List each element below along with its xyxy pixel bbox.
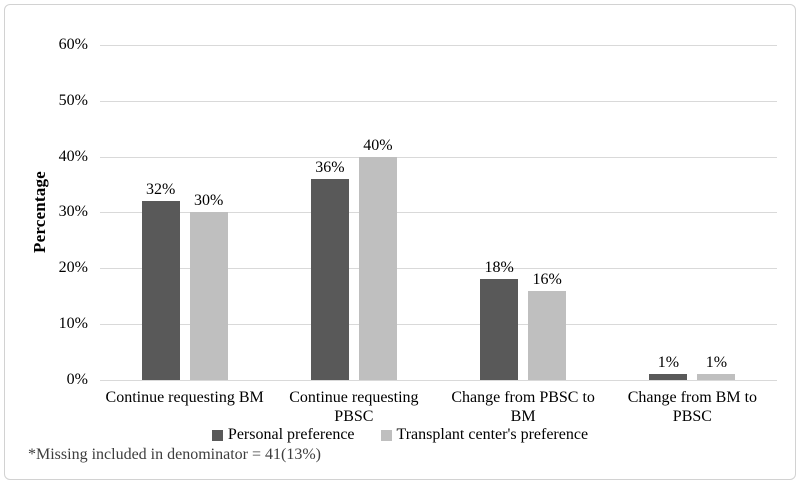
footnote: *Missing included in denominator = 41(13… [28,446,321,463]
bar-value-label: 1% [657,354,680,371]
gridline [100,324,777,325]
legend-label-transplant-center-preference: Transplant center's preference [396,426,589,443]
y-tick-label: 0% [66,371,88,388]
category-label: Continue requesting BM [105,389,264,406]
bar [189,212,228,380]
legend-label-personal-preference: Personal preference [227,426,355,443]
bar-value-label: 18% [484,259,514,276]
x-axis-line [100,380,777,381]
bar-value-label: 36% [315,159,345,176]
legend: Personal preference Transplant center's … [5,426,795,444]
gridline [100,157,777,158]
bar-value-label: 40% [363,137,393,154]
y-tick-label: 10% [58,315,88,332]
bar [528,291,567,380]
legend-item-transplant-center-preference: Transplant center's preference [380,426,589,444]
category-label: Continue requesting PBSC [289,389,419,425]
legend-swatch-transplant-center-preference-icon [380,429,392,441]
bar-value-label: 1% [705,354,728,371]
bar [141,201,180,380]
legend-swatch-personal-preference-icon [211,429,223,441]
gridline [100,212,777,213]
gridline [100,101,777,102]
bar [697,374,736,380]
category-label: Change from PBSC to BM [451,389,595,425]
legend-item-personal-preference: Personal preference [211,426,355,444]
bar-value-label: 30% [193,192,224,209]
bar [358,157,397,380]
bar [649,374,688,380]
bar [310,179,349,380]
y-tick-label: 60% [58,36,88,53]
y-tick-label: 50% [58,92,88,109]
y-tick-label: 30% [58,203,88,220]
bar-value-label: 32% [145,181,176,198]
category-label: Change from BM to PBSC [627,389,758,425]
bar-value-label: 16% [532,271,562,288]
bar [480,279,519,380]
y-tick-label: 40% [58,148,88,165]
y-tick-label: 20% [58,259,88,276]
gridline [100,45,777,46]
chart-figure: Percentage 0% 10% 20% 30% 40% 50% 60% 32% 30% 36… [4,4,796,480]
gridline [100,268,777,269]
